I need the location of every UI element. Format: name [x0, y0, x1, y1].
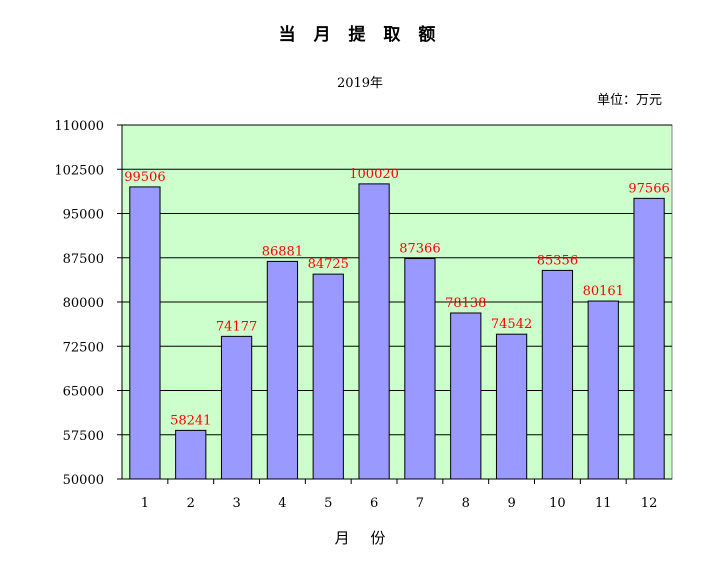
y-tick-label: 102500: [54, 163, 104, 178]
x-axis: 1 2 3 4 5 6 7 8 9 10 11 12: [122, 478, 672, 511]
x-tick-label: 4: [278, 496, 286, 511]
data-labels: 99506 58241 74177 86881 84725 100020 87366 7813…: [124, 167, 670, 428]
y-tick-label: 57500: [63, 429, 104, 444]
y-tick-label: 87500: [63, 252, 104, 267]
bar: [220, 335, 253, 480]
x-tick-label: 5: [324, 496, 332, 511]
data-label: 78138: [445, 296, 486, 311]
grid-lines: [122, 124, 672, 436]
x-tick-label: 11: [595, 496, 612, 511]
data-label: 99506: [124, 170, 165, 185]
x-tick-label: 3: [232, 496, 240, 511]
bar: [266, 260, 299, 480]
data-label: 97566: [628, 181, 669, 196]
x-tick-label: 1: [141, 496, 149, 511]
data-label: 100020: [349, 167, 399, 182]
x-tick-label: 7: [416, 496, 424, 511]
y-tick-label: 72500: [63, 340, 104, 355]
x-tick-label: 2: [187, 496, 195, 511]
bar: [495, 333, 528, 480]
bar: [633, 197, 665, 480]
bar: [129, 186, 161, 480]
data-label: 74177: [216, 319, 257, 334]
data-label: 84725: [308, 257, 349, 272]
y-tick-label: 110000: [54, 119, 104, 134]
y-tick-label: 65000: [63, 385, 104, 400]
x-tick-label: 8: [462, 496, 470, 511]
unit-label: 单位：万元: [596, 93, 662, 108]
bar: [404, 258, 436, 480]
bar: [312, 273, 344, 480]
y-tick-label: 50000: [63, 473, 104, 488]
x-tick-label: 10: [549, 496, 566, 511]
bar: [358, 183, 390, 480]
y-axis: 50000 57500 65000 72500 80000 87500 95000 10250…: [54, 119, 123, 488]
data-label: 74542: [491, 317, 532, 332]
bars: [129, 183, 665, 480]
bar: [175, 429, 207, 480]
chart-subtitle: 2019年: [336, 76, 384, 91]
data-label: 58241: [170, 413, 211, 428]
y-tick-label: 80000: [63, 296, 104, 311]
x-axis-title: 月 份: [334, 529, 386, 547]
x-tick-label: 12: [641, 496, 658, 511]
bar: [541, 269, 574, 480]
data-label: 85356: [537, 253, 578, 268]
data-label: 80161: [583, 284, 624, 299]
bar: [450, 312, 482, 480]
chart-title: 当 月 提 取 额: [278, 25, 442, 45]
x-tick-label: 9: [507, 496, 515, 511]
x-tick-label: 6: [370, 496, 378, 511]
y-tick-label: 95000: [63, 208, 104, 223]
data-label: 86881: [262, 244, 303, 259]
data-label: 87366: [399, 242, 440, 257]
bar: [587, 300, 619, 480]
